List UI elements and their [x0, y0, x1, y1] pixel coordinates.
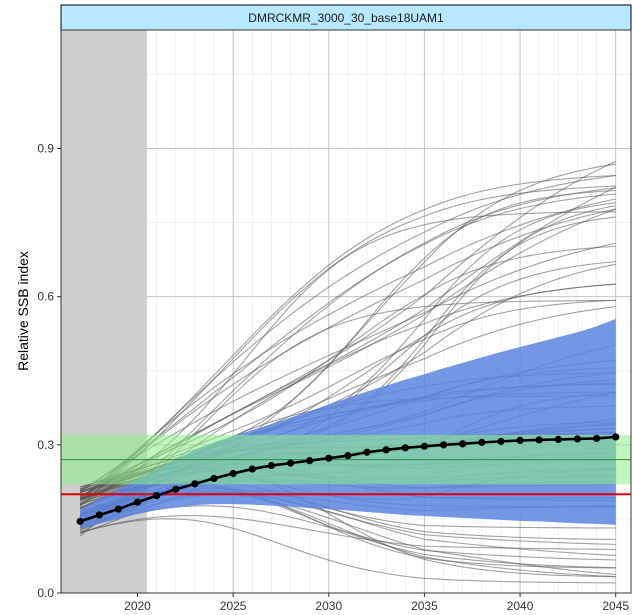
median-point: [554, 435, 562, 444]
median-point: [363, 448, 371, 456]
median-point: [459, 440, 467, 448]
median-point: [592, 434, 601, 443]
y-tick-label: 0.0: [37, 586, 54, 600]
trajectory-line: [79, 518, 616, 584]
median-point: [133, 498, 142, 506]
median-point: [516, 436, 524, 444]
y-tick-label: 0.3: [37, 438, 54, 452]
median-point: [153, 492, 161, 500]
median-point: [401, 444, 409, 452]
median-point: [76, 517, 84, 525]
x-tick-label: 2040: [507, 599, 534, 613]
trajectory-line: [79, 174, 616, 507]
y-tick-label: 0.9: [37, 142, 54, 156]
x-tick-label: 2020: [124, 599, 151, 613]
median-point: [306, 457, 314, 465]
median-point: [439, 441, 448, 449]
y-axis: 0.0 0.3 0.6 0.9: [37, 142, 61, 600]
median-point: [286, 459, 295, 467]
y-tick-label: 0.6: [37, 290, 54, 304]
median-point: [210, 474, 218, 483]
median-point: [573, 435, 582, 443]
trajectory-line: [79, 208, 616, 501]
plot-border: [60, 29, 632, 594]
median-point: [478, 438, 486, 446]
median-point: [497, 437, 505, 445]
median-point: [114, 505, 122, 513]
median-points: [76, 433, 620, 525]
median-point: [95, 511, 103, 519]
x-tick-label: 2045: [602, 599, 629, 613]
median-point: [344, 452, 352, 460]
median-point: [612, 433, 620, 441]
x-tick-label: 2035: [411, 599, 438, 613]
median-point: [325, 454, 333, 462]
median-point: [248, 465, 256, 473]
median-point: [420, 442, 429, 450]
median-point: [382, 446, 390, 454]
x-axis: 2020 2025 2030 2035 2040 2045: [124, 593, 629, 613]
median-point: [191, 480, 199, 488]
trajectory-line: [79, 193, 616, 492]
median-point: [267, 461, 276, 470]
x-tick-label: 2030: [315, 599, 342, 613]
trajectory-line: [79, 515, 616, 550]
median-point: [172, 485, 180, 493]
median-point: [229, 469, 237, 478]
x-tick-label: 2025: [220, 599, 247, 613]
trajectory-line: [79, 198, 616, 501]
chart-title: DMRCKMR_3000_30_base18UAM1: [248, 11, 444, 25]
y-axis-label: Relative SSB index: [15, 251, 31, 371]
facet-strip: [60, 4, 632, 31]
median-point: [535, 436, 543, 444]
